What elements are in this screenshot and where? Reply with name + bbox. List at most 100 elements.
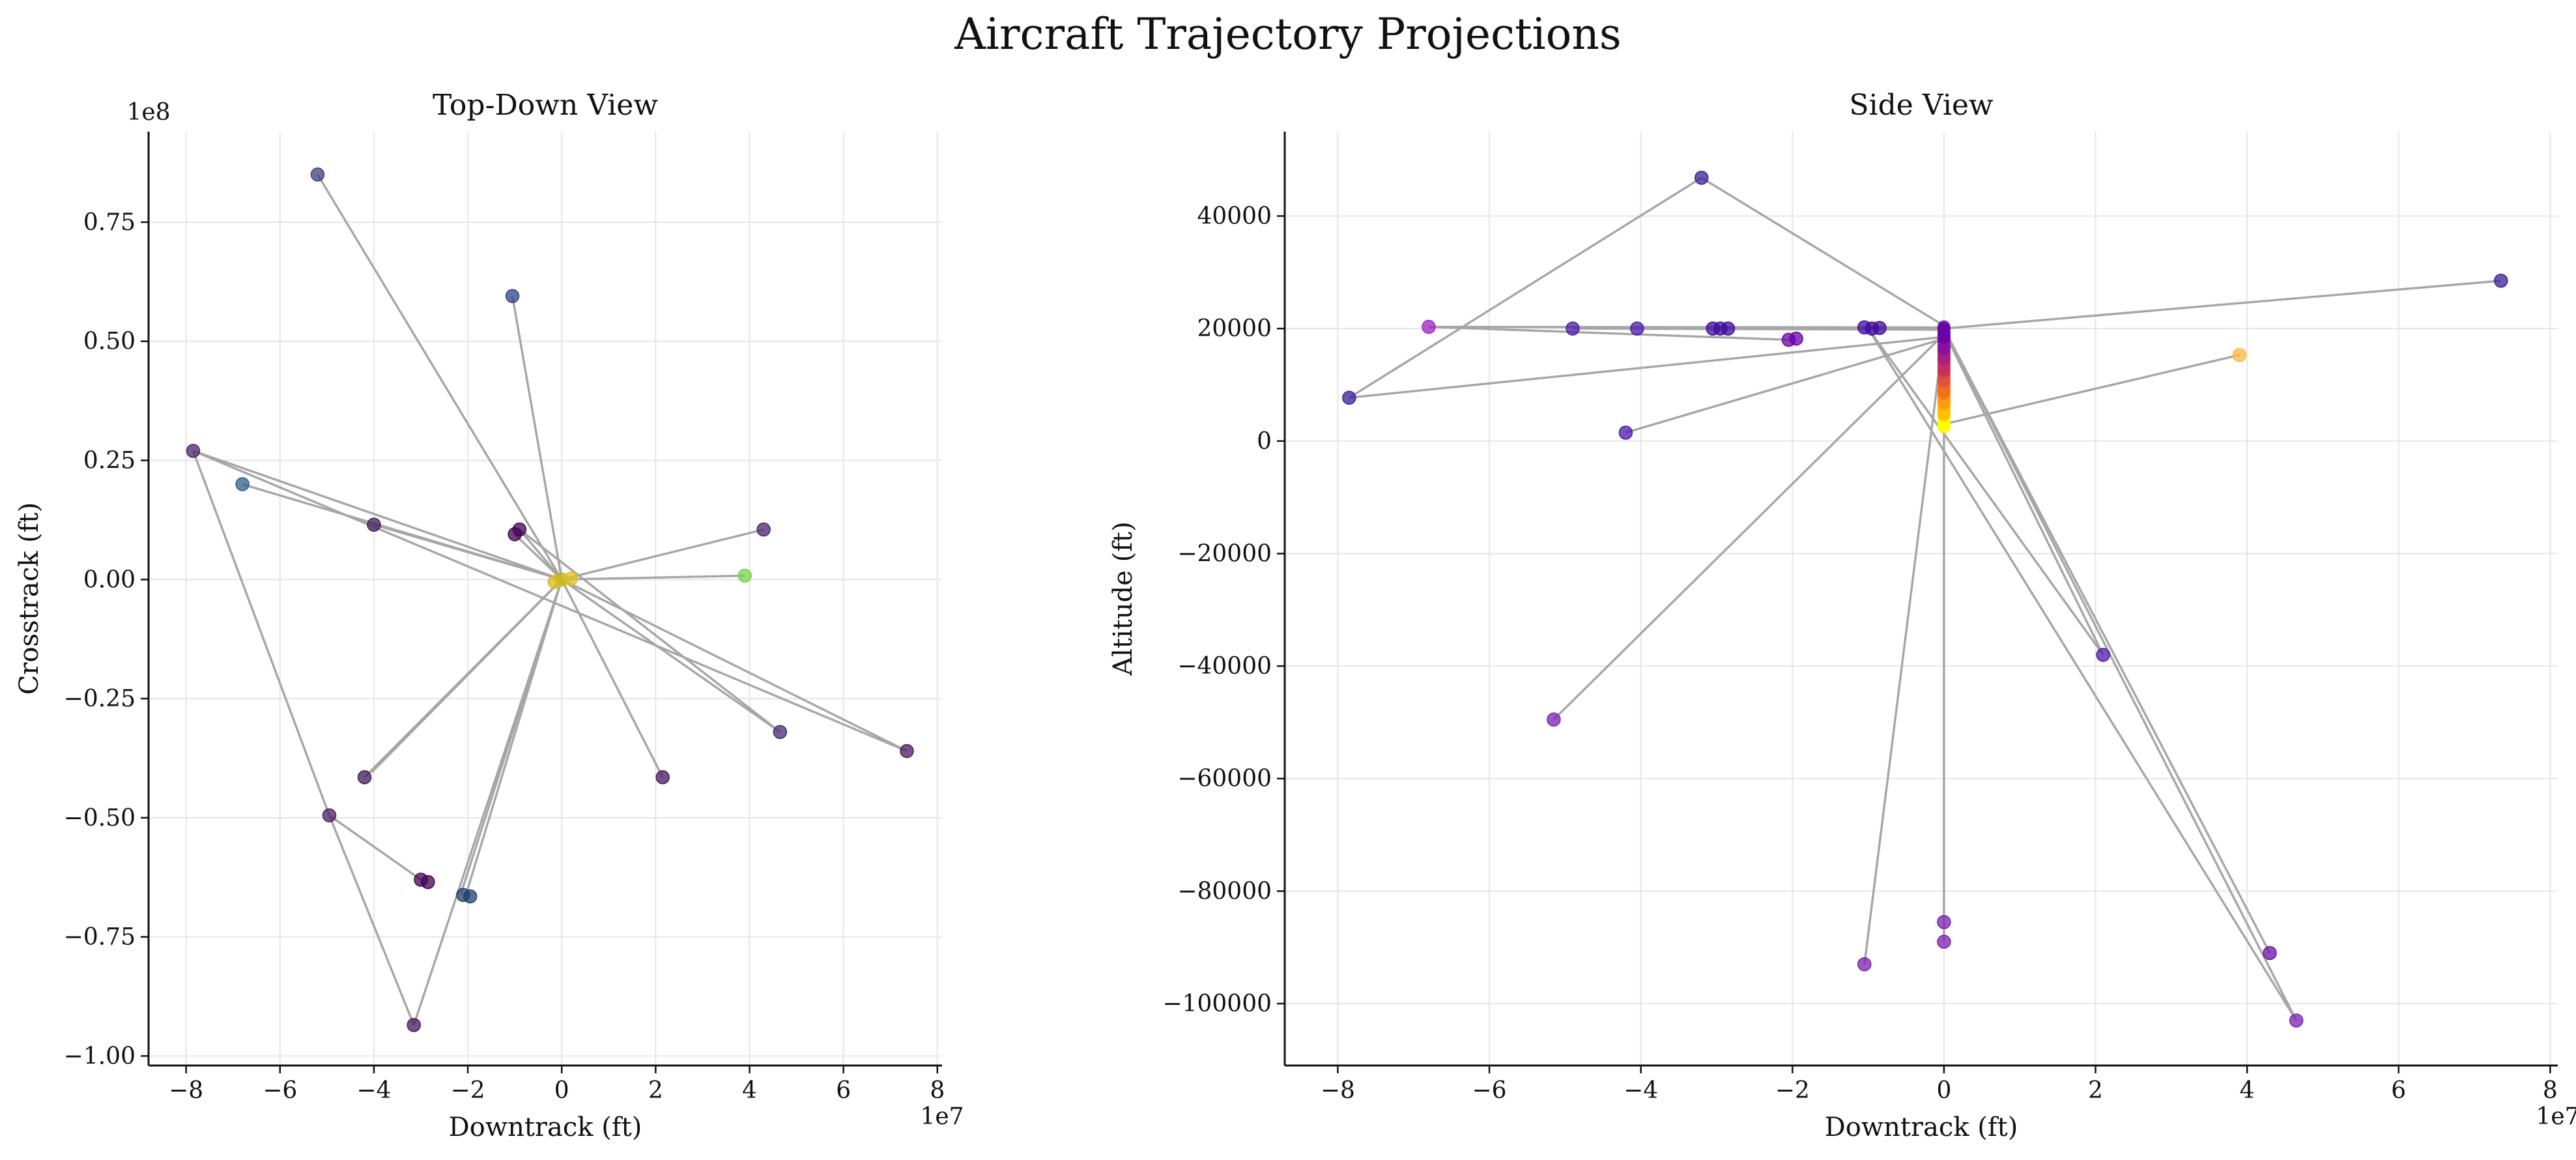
trajectory-line [561,578,908,752]
y-tick-label: 0 [1257,428,1272,455]
y-tick-label: −0.75 [64,924,136,951]
trajectory-point [2096,648,2110,662]
trajectory-line [192,450,562,581]
trajectory-point [1721,321,1736,336]
trajectory-point [310,167,325,182]
trajectory-point [2263,946,2277,961]
trajectory-point [512,522,527,537]
y-offset-text: 1e8 [126,99,170,126]
x-tick-label: −6 [1472,1077,1506,1104]
x-tick-label: 2 [648,1077,663,1104]
trajectory-line [562,574,745,581]
trajectory-line [1867,328,2298,1021]
y-tick-label: −40000 [1177,653,1272,680]
trajectory-point [1937,915,1951,929]
trajectory-line [1943,328,2271,954]
x-tick-label: 8 [930,1077,945,1104]
trajectory-line [316,173,563,581]
subplot-title: Side View [1849,89,1994,122]
trajectory-line [561,578,781,733]
side-view-panel: −8 −6 −4 −2 0 2 4 6 8 −100000 −80000 −60000 −40000 −2… [1108,89,2576,1142]
y-tick-label: −60000 [1177,766,1272,792]
trajectory-point [322,808,337,822]
trajectory-line [1943,330,2104,656]
trajectory-point [1694,171,1709,185]
trajectory-line [561,528,764,581]
y-tick-label: −20000 [1177,540,1272,567]
trajectory-point [756,522,771,537]
trajectory-point [2232,347,2247,362]
trajectory-line [519,529,781,733]
x-tick-label: 4 [742,1077,757,1104]
trajectory-line [192,450,908,753]
trajectory-line [1553,333,1945,721]
trajectory-point [1342,390,1356,405]
trajectory-line [328,814,422,881]
trajectory-point [1789,331,1803,346]
trajectory-point [505,289,520,303]
y-tick-label: 0.75 [83,209,136,236]
trajectory-point [357,770,372,785]
y-tick-label: −100000 [1162,991,1272,1017]
trajectory-point [564,572,579,586]
trajectory-point [655,770,670,785]
trajectory-line [1943,328,2298,1021]
trajectory-line [511,295,563,580]
subplot-title: Top-Down View [433,89,658,122]
trajectory-line [192,450,331,816]
trajectory-line [1428,325,1789,341]
trajectory-point [1630,321,1644,336]
trajectory-point [547,575,562,589]
trajectory-point [1872,321,1887,336]
y-axis-label: Crosstrack (ft) [14,502,44,695]
trajectory-point [1566,321,1580,336]
trajectory-point [773,725,788,739]
trajectory-point [367,517,381,532]
x-tick-label: −4 [1624,1077,1658,1104]
y-tick-label: 0.00 [83,566,136,593]
x-tick-label: −8 [1321,1077,1355,1104]
trajectory-line [1943,280,2501,330]
trajectory-line [1867,328,2104,656]
trajectory-line [513,533,563,581]
trajectory-point [2494,274,2508,288]
x-axis-label: Downtrack (ft) [449,1112,642,1142]
x-axis-label: Downtrack (ft) [1825,1112,2018,1142]
x-tick-label: −6 [263,1077,297,1104]
y-tick-label: −80000 [1177,878,1272,905]
trajectory-point [1857,957,1872,972]
trajectory-line [328,815,415,1026]
x-tick-label: −2 [451,1077,485,1104]
trajectory-point [1618,426,1633,440]
trajectory-point [1937,320,1951,334]
figure-title: Aircraft Trajectory Projections [954,9,1622,59]
x-tick-label: −8 [169,1077,203,1104]
x-offset-text: 1e7 [2536,1103,2576,1130]
trajectory-line [1348,177,1702,399]
x-tick-label: 2 [2088,1077,2103,1104]
x-tick-label: −2 [1775,1077,1810,1104]
trajectory-point [900,744,914,759]
trajectory-line [1349,336,1945,399]
trajectory-point [2289,1013,2304,1028]
trajectory-point [235,477,250,491]
x-tick-label: 6 [2391,1077,2406,1104]
trajectory-point [1422,319,1436,334]
trajectory-line [1625,338,1945,434]
y-tick-label: −0.25 [64,686,136,712]
trajectory-point [421,875,435,890]
trajectory-point [1547,712,1561,727]
y-axis-label: Altitude (ft) [1108,521,1138,676]
trajectory-line [1700,177,1945,327]
trajectory-line [373,523,562,581]
top-down-view-panel: −8 −6 −4 −2 0 2 4 6 8 −1.00 −0.75 −0.50 −0.25 0.00 0.2… [14,89,964,1142]
x-tick-label: −4 [356,1077,391,1104]
x-tick-label: 6 [836,1077,851,1104]
trajectory-line [412,579,563,1026]
trajectory-point [186,444,201,458]
x-tick-label: 4 [2240,1077,2255,1104]
y-tick-label: 20000 [1197,315,1272,342]
trajectory-point [737,568,752,583]
y-tick-label: −0.50 [64,805,136,832]
